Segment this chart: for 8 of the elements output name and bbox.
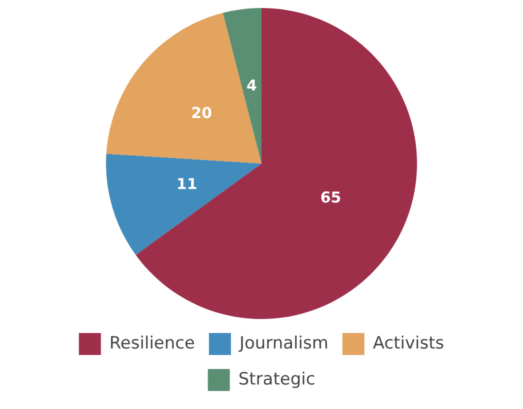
data-label: 65 bbox=[320, 188, 342, 207]
data-label: 11 bbox=[176, 175, 198, 194]
data-label: 20 bbox=[191, 104, 212, 122]
legend-label: Strategic bbox=[238, 369, 316, 390]
legend-label: Journalism bbox=[238, 333, 328, 354]
legend-label: Resilience bbox=[109, 333, 195, 354]
legend-label: Activists bbox=[372, 333, 444, 354]
data-label: 4 bbox=[246, 76, 257, 94]
